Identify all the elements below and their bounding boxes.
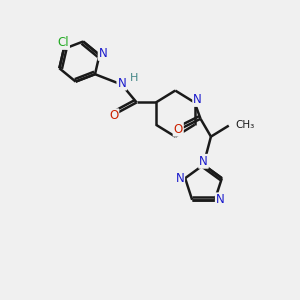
- Text: N: N: [193, 93, 202, 106]
- Text: Cl: Cl: [57, 36, 69, 49]
- Text: CH₃: CH₃: [235, 120, 255, 130]
- Text: H: H: [130, 73, 138, 83]
- Text: N: N: [176, 172, 184, 185]
- Text: O: O: [109, 109, 119, 122]
- Text: N: N: [199, 155, 208, 168]
- Text: N: N: [99, 47, 107, 60]
- Text: N: N: [216, 193, 225, 206]
- Text: O: O: [174, 123, 183, 136]
- Text: N: N: [117, 76, 126, 90]
